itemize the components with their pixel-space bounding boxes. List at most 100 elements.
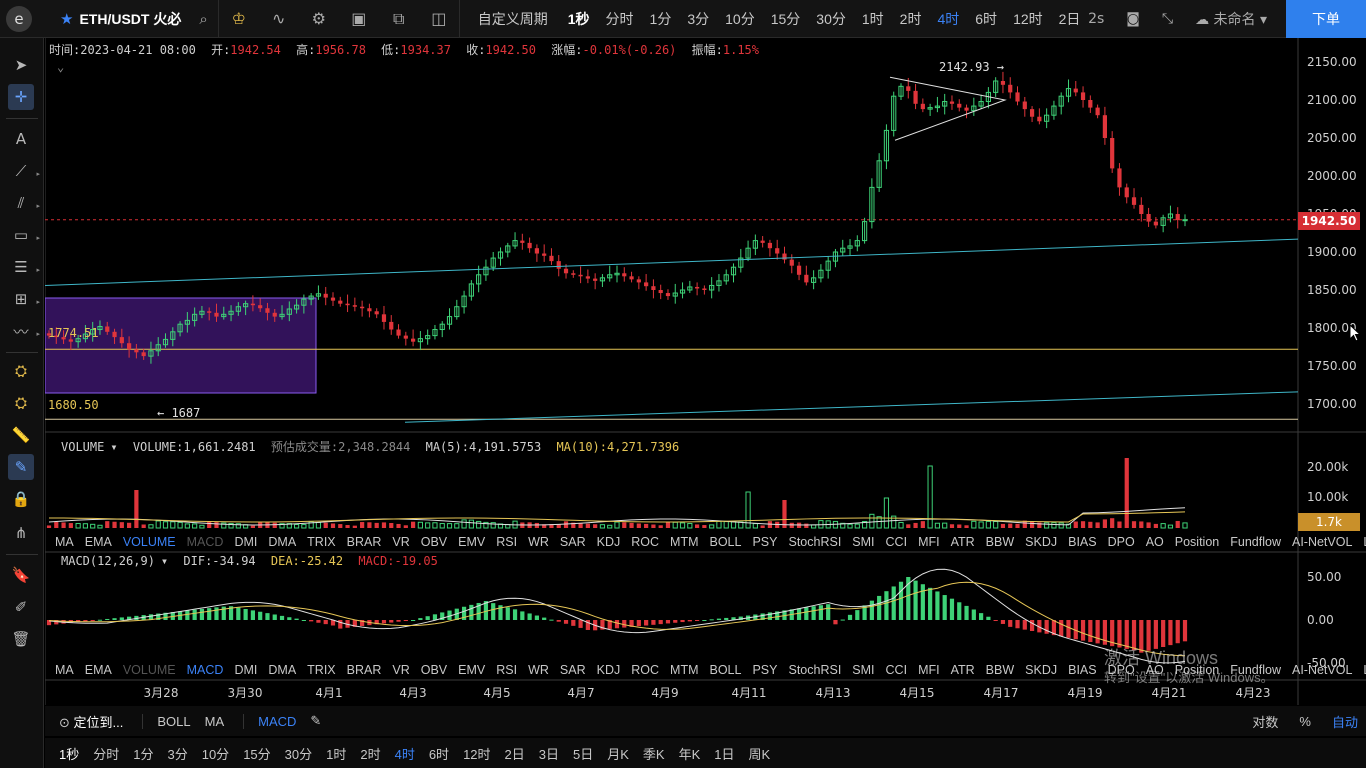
indicator-tab-vr[interactable]: VR (392, 663, 410, 677)
indicator-tab-ema[interactable]: EMA (84, 663, 112, 677)
indicator-tab-atr[interactable]: ATR (950, 535, 975, 549)
indicator-tab-obv[interactable]: OBV (420, 535, 448, 549)
period-6h[interactable]: 6时 (975, 10, 998, 27)
fib-tool-icon[interactable]: ☰ ▸ (14, 258, 40, 276)
bottom-period-14[interactable]: 5日 (573, 746, 594, 762)
bottom-period-10[interactable]: 6时 (428, 746, 450, 762)
indicator-tab-dmi[interactable]: DMI (234, 663, 258, 677)
volume-label[interactable]: VOLUME (61, 440, 105, 454)
indicator-tab-smi[interactable]: SMI (852, 663, 875, 677)
bottom-period-9[interactable]: 4时 (394, 746, 415, 762)
chart-canvas[interactable] (45, 38, 1366, 705)
indicator-tab-skdj[interactable]: SKDJ (1025, 535, 1058, 549)
indicator-tab-ai-netvol[interactable]: AI-NetVOL (1291, 535, 1353, 549)
indicator-tab-bbw[interactable]: BBW (985, 663, 1015, 677)
lock-icon[interactable]: 🔒 (11, 490, 31, 508)
bottom-period-5[interactable]: 15分 (243, 746, 271, 762)
indicator-tab-psy[interactable]: PSY (752, 663, 778, 677)
custom-period-dropdown[interactable]: 自定义周期 (477, 10, 548, 27)
indicator-tab-brar[interactable]: BRAR (346, 535, 382, 549)
period-1m[interactable]: 1分 (649, 10, 672, 27)
indicator-tab-sar[interactable]: SAR (559, 535, 586, 549)
period-12h[interactable]: 12时 (1013, 10, 1043, 27)
ma-toggle[interactable]: MA (204, 713, 225, 729)
period-1s[interactable]: 1秒 (567, 10, 590, 27)
magnet-icon[interactable]: ⛭ (14, 362, 27, 380)
period-15m[interactable]: 15分 (770, 10, 801, 27)
indicator-crown-icon[interactable]: ♔ (231, 9, 246, 28)
log-scale-button[interactable]: 对数 (1252, 714, 1279, 730)
compare-icon[interactable]: ⧉ (393, 8, 405, 28)
period-timeline[interactable]: 分时 (605, 10, 634, 27)
collapse-chevron-icon[interactable]: ⌄ (57, 60, 65, 74)
indicator-tab-ema[interactable]: EMA (84, 535, 112, 549)
bottom-period-3[interactable]: 3分 (167, 746, 188, 762)
bottom-period-15[interactable]: 月K (607, 746, 629, 762)
indicator-tab-cci[interactable]: CCI (885, 663, 908, 677)
indicator-tab-stochrsi[interactable]: StochRSI (788, 663, 842, 677)
indicator-tab-position[interactable]: Position (1174, 663, 1220, 677)
bottom-period-12[interactable]: 2日 (504, 746, 525, 762)
period-2d[interactable]: 2日 (1058, 10, 1081, 27)
indicator-tab-trix[interactable]: TRIX (307, 663, 336, 677)
trash-icon[interactable]: 🗑 (11, 630, 31, 648)
bottom-period-0[interactable]: 1秒 (59, 746, 80, 762)
line-tool-icon[interactable]: ⟋ ▸ (15, 162, 40, 180)
bottom-period-18[interactable]: 1日 (714, 746, 735, 762)
magnet-strong-icon[interactable]: ⛭ (14, 394, 27, 412)
ruler-icon[interactable]: 📏 (11, 426, 31, 444)
period-1h[interactable]: 1时 (861, 10, 884, 27)
crosshair-icon[interactable]: ✛ (8, 84, 34, 110)
indicator-tab-obv[interactable]: OBV (420, 663, 448, 677)
indicator-tab-position[interactable]: Position (1174, 535, 1220, 549)
chart-type-icon[interactable]: ▣ (351, 9, 367, 28)
bottom-period-6[interactable]: 30分 (284, 746, 313, 762)
fullscreen-icon[interactable]: ⤡ (1161, 11, 1174, 27)
indicator-tab-skdj[interactable]: SKDJ (1025, 663, 1058, 677)
indicator-tab-sar[interactable]: SAR (559, 663, 586, 677)
indicator-tab-trix[interactable]: TRIX (307, 535, 336, 549)
indicator-tab-wr[interactable]: WR (528, 663, 549, 677)
text-tool-icon[interactable]: A (15, 130, 27, 148)
indicators-icon[interactable]: ∿ (272, 9, 286, 28)
bottom-period-7[interactable]: 1时 (326, 746, 347, 762)
indicator-tab-rsi[interactable]: RSI (496, 663, 518, 677)
auto-scale-button[interactable]: 自动 (1331, 714, 1358, 730)
indicator-tab-smi[interactable]: SMI (852, 535, 875, 549)
indicator-tab-dma[interactable]: DMA (268, 535, 297, 549)
indicator-tab-mfi[interactable]: MFI (918, 535, 940, 549)
indicator-tab-rsi[interactable]: RSI (496, 535, 518, 549)
indicator-tab-roc[interactable]: ROC (631, 535, 660, 549)
volume-dropdown-icon[interactable]: ▾ (110, 440, 118, 454)
edit-indicator-icon[interactable]: ✎ (310, 713, 322, 728)
period-30m[interactable]: 30分 (816, 10, 846, 27)
period-4h[interactable]: 4时 (937, 10, 960, 27)
order-button[interactable]: 下单 (1286, 0, 1366, 38)
refresh-interval[interactable]: 2s (1088, 11, 1105, 27)
period-3m[interactable]: 3分 (687, 10, 710, 27)
indicator-tab-lsur[interactable]: LSUR (1358, 663, 1366, 677)
indicator-tab-kdj[interactable]: KDJ (596, 535, 621, 549)
indicator-tab-fundflow[interactable]: Fundflow (1230, 663, 1281, 677)
bottom-period-8[interactable]: 2时 (360, 746, 381, 762)
indicator-tab-dmi[interactable]: DMI (234, 535, 258, 549)
indicator-tab-macd[interactable]: MACD (186, 663, 224, 677)
indicator-tab-bias[interactable]: BIAS (1068, 535, 1097, 549)
search-icon[interactable]: ⌕ (199, 9, 208, 28)
bottom-period-13[interactable]: 3日 (538, 746, 559, 762)
indicator-tab-macd[interactable]: MACD (186, 535, 224, 549)
indicator-tab-dpo[interactable]: DPO (1107, 663, 1135, 677)
indicator-tab-ma[interactable]: MA (55, 663, 74, 677)
bottom-period-4[interactable]: 10分 (201, 746, 230, 762)
indicator-tab-brar[interactable]: BRAR (346, 663, 382, 677)
indicator-tab-bbw[interactable]: BBW (985, 535, 1015, 549)
chart-area[interactable]: 时间:2023-04-21 08:00 开:1942.54 高:1956.78 … (45, 38, 1366, 705)
camera-icon[interactable]: ◙ (1126, 11, 1140, 27)
symbol-name[interactable]: ETH/USDT 火必 (79, 10, 182, 27)
app-logo[interactable]: e (0, 0, 38, 38)
cloud-layout[interactable]: ☁ 未命名 ▾ (1195, 12, 1267, 28)
indicator-tab-lsur[interactable]: LSUR (1358, 535, 1366, 549)
indicator-tab-atr[interactable]: ATR (950, 663, 975, 677)
indicator-tab-kdj[interactable]: KDJ (596, 663, 621, 677)
hide-drawings-icon[interactable]: ⋔ (14, 524, 28, 542)
